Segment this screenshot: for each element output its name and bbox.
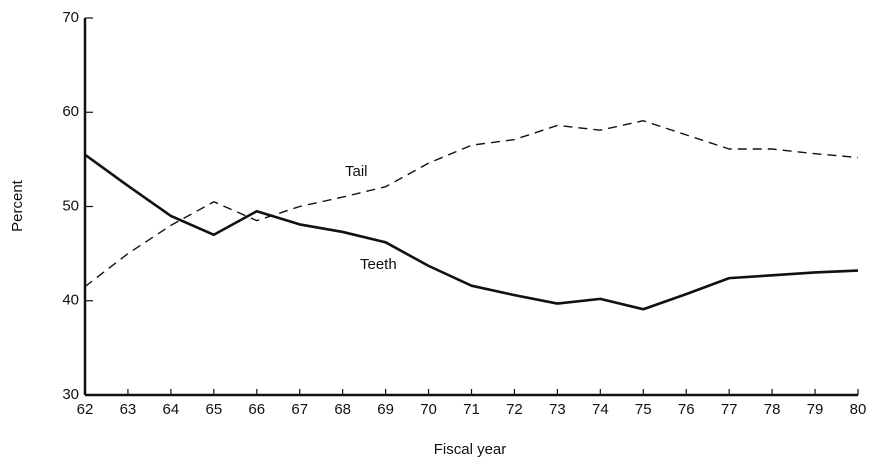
series-label: Tail <box>345 163 368 180</box>
x-axis-label: Fiscal year <box>434 441 507 458</box>
x-tick-label: 72 <box>506 401 523 418</box>
series-label: Teeth <box>360 256 397 273</box>
x-tick-label: 80 <box>850 401 867 418</box>
x-tick-label: 70 <box>420 401 437 418</box>
x-tick-label: 77 <box>721 401 738 418</box>
y-tick-label: 50 <box>62 197 79 214</box>
series-line <box>84 153 859 311</box>
series-line <box>84 120 859 288</box>
x-tick-label: 66 <box>248 401 265 418</box>
y-tick-label: 30 <box>62 386 79 403</box>
x-tick-label: 73 <box>549 401 566 418</box>
y-axis-label: Percent <box>9 179 26 232</box>
x-tick-label: 75 <box>635 401 652 418</box>
x-tick-label: 63 <box>120 401 137 418</box>
x-tick-label: 79 <box>807 401 824 418</box>
x-tick-label: 69 <box>377 401 394 418</box>
y-tick-label: 40 <box>62 292 79 309</box>
x-tick-label: 64 <box>163 401 180 418</box>
x-tick-label: 68 <box>334 401 351 418</box>
x-tick-label: 65 <box>205 401 222 418</box>
y-tick-label: 70 <box>62 9 79 26</box>
x-tick-label: 78 <box>764 401 781 418</box>
x-tick-label: 62 <box>77 401 94 418</box>
y-tick-label: 60 <box>62 103 79 120</box>
x-tick-label: 76 <box>678 401 695 418</box>
x-tick-label: 67 <box>291 401 308 418</box>
x-tick-label: 74 <box>592 401 609 418</box>
x-tick-label: 71 <box>463 401 480 418</box>
